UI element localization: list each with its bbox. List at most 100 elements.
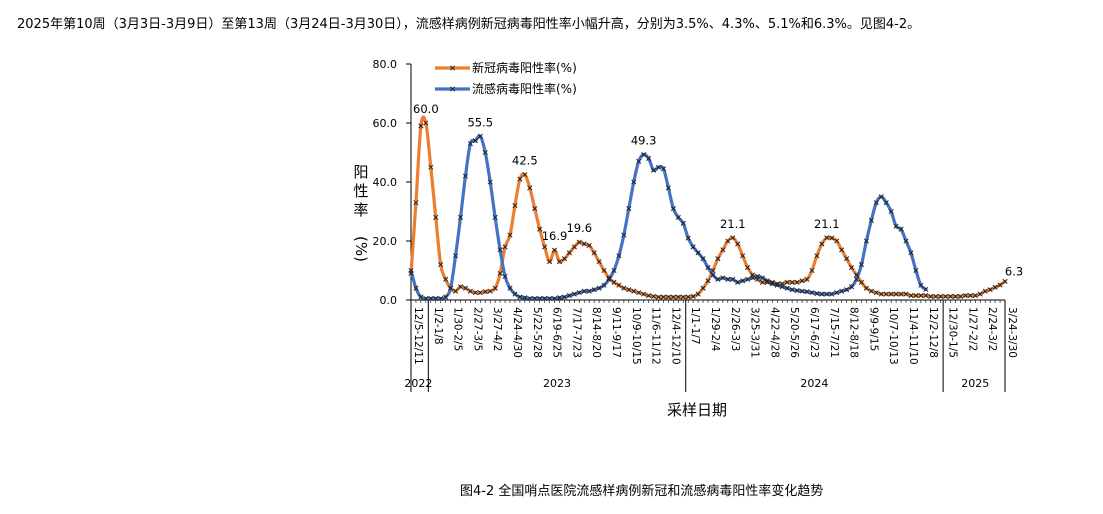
x-tick-label: 1/27-2/2 (966, 307, 978, 351)
flu-legend-marker (449, 86, 456, 92)
y-axis-label-unit: (%) (352, 236, 370, 262)
covid-data-point (735, 241, 741, 247)
data-label: 60.0 (413, 102, 439, 116)
series-markers (408, 120, 1008, 302)
covid-data-point (670, 294, 676, 300)
x-tick-label: 4/24-4/30 (511, 307, 523, 358)
flu-data-point (646, 155, 652, 161)
covid-data-point (482, 289, 488, 295)
x-tick-label: 10/9-10/15 (630, 307, 642, 365)
flu-data-point (408, 267, 414, 274)
flu-data-point (507, 285, 513, 291)
covid-data-point (457, 284, 464, 290)
data-label: 16.9 (542, 229, 568, 243)
covid-data-point (502, 244, 508, 250)
flu-data-point (749, 275, 756, 281)
covid-data-point (903, 291, 909, 297)
covid-data-point (943, 293, 949, 300)
covid-data-point (938, 293, 944, 300)
flu-data-point (457, 214, 464, 220)
data-label: 35.0 (918, 0, 944, 3)
flu-data-point (844, 287, 850, 293)
flu-data-point (636, 158, 642, 164)
flu-data-point (764, 278, 770, 284)
flu-data-point (596, 285, 602, 291)
x-tick-label: 9/11-9/17 (610, 307, 622, 358)
x-axis-label: 采样日期 (667, 401, 727, 419)
covid-data-point (947, 293, 954, 300)
flu-data-point (819, 291, 825, 297)
x-tick-label: 12/5-12/11 (412, 307, 424, 365)
year-label: 2024 (800, 377, 828, 390)
flu-data-point (923, 286, 929, 292)
flu-data-point (641, 152, 647, 158)
covid-data-point (487, 288, 493, 294)
covid-data-point (839, 247, 845, 253)
flu-data-point (522, 295, 528, 301)
covid-data-point (660, 294, 667, 300)
covid-data-point (596, 259, 602, 265)
flu-data-point (745, 276, 751, 282)
x-tick-label: 7/17-7/23 (570, 307, 582, 358)
covid-data-point (923, 293, 929, 299)
flu-data-point (903, 238, 909, 244)
covid-data-point (517, 176, 523, 182)
flu-data-point (655, 164, 662, 170)
covid-data-point (492, 285, 498, 291)
flu-data-point (868, 217, 874, 223)
flu-data-point (893, 223, 899, 229)
flu-data-point (898, 226, 904, 232)
covid-data-point (997, 282, 1003, 288)
flu-data-point (413, 285, 419, 291)
x-tick-label: 6/19-6/25 (551, 307, 563, 358)
flu-data-point (517, 294, 523, 300)
y-tick-label: 40.0 (373, 176, 398, 189)
covid-data-point (655, 294, 662, 300)
covid-data-point (730, 235, 736, 241)
y-axis-label-char: 率 (353, 201, 368, 219)
covid-data-point (690, 293, 696, 300)
covid-data-point (680, 294, 686, 300)
x-tick-label: 1/1-1/7 (689, 307, 701, 345)
covid-data-point (556, 259, 563, 265)
covid-data-point (853, 272, 860, 278)
covid-data-point (784, 279, 790, 285)
covid-data-point (571, 244, 577, 250)
x-tick-label: 3/27-4/2 (491, 307, 503, 351)
x-tick-label: 2/27-3/5 (471, 307, 483, 351)
covid-data-point (913, 293, 919, 299)
flu-data-point (581, 288, 587, 294)
covid-data-point (928, 293, 934, 300)
covid-data-point (967, 293, 973, 299)
covid-data-point (1002, 278, 1008, 284)
covid-data-point (665, 294, 671, 300)
intro-text: 2025年第10周（3月3日-3月9日）至第13周（3月24日-3月30日），流… (17, 17, 921, 32)
flu-data-point (799, 288, 805, 294)
covid-data-point (650, 293, 657, 300)
flu-data-point (814, 290, 820, 297)
covid-data-point (626, 287, 632, 293)
flu-data-point (829, 291, 835, 297)
covid-data-point (641, 291, 647, 297)
flu-data-point (700, 256, 706, 262)
covid-data-point (774, 281, 780, 287)
covid-data-point (740, 253, 746, 259)
y-tick-label: 80.0 (373, 58, 398, 71)
flu-data-point (492, 214, 498, 220)
x-tick-label: 2/26-3/3 (729, 307, 741, 351)
flu-data-point (705, 264, 711, 271)
covid-data-point (794, 279, 800, 285)
flu-data-point (561, 294, 568, 300)
flu-data-point (888, 208, 894, 215)
flu-data-point (769, 281, 775, 287)
data-label: 55.5 (467, 115, 493, 129)
flu-data-point (650, 167, 657, 173)
x-ticks: 12/5-12/11 1/2-1/8 1/30-2/5 2/27-3/5 3/27-4/… (410, 300, 1018, 365)
flu-data-point (670, 205, 676, 212)
x-tick-label: 4/22-4/28 (768, 307, 780, 358)
covid-data-point (566, 250, 572, 256)
flu-data-point (467, 141, 473, 147)
flu-data-point (774, 282, 780, 288)
covid-data-point (532, 205, 538, 212)
covid-data-point (576, 239, 582, 245)
